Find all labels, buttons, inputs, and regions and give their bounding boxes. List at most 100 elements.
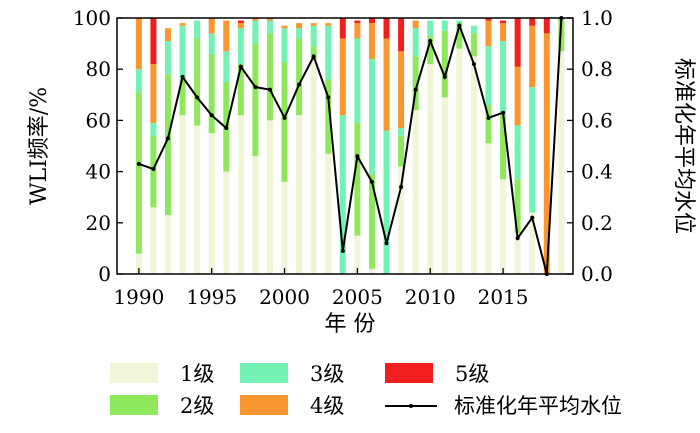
legend-label-level-1: 1级 bbox=[180, 362, 214, 386]
line-point-1991 bbox=[151, 167, 156, 172]
y-tick-label-40: 40 bbox=[86, 160, 111, 184]
line-layer bbox=[136, 16, 564, 276]
bar-2000-level-1 bbox=[281, 181, 288, 274]
line-point-2005 bbox=[355, 154, 360, 159]
line-point-1993 bbox=[180, 74, 185, 79]
bar-2003-level-2 bbox=[325, 79, 332, 154]
bar-2000-level-2 bbox=[281, 61, 288, 182]
line-point-1999 bbox=[267, 87, 272, 92]
bar-2019-level-1 bbox=[558, 51, 565, 274]
x-tick-label-2000: 2000 bbox=[259, 285, 310, 309]
bar-2017-level-4 bbox=[529, 25, 536, 88]
bar-2009-level-1 bbox=[412, 110, 419, 274]
line-point-2014 bbox=[486, 115, 491, 120]
bar-2006-level-1 bbox=[368, 268, 375, 274]
bar-1995-level-3 bbox=[208, 33, 215, 54]
bar-2007-level-4 bbox=[383, 38, 390, 131]
bar-2016-level-4 bbox=[514, 66, 521, 126]
bar-1991-level-5 bbox=[150, 18, 157, 65]
legend-swatch-level-5 bbox=[385, 363, 433, 383]
bar-1997-level-4 bbox=[237, 23, 244, 29]
bar-2002-level-2 bbox=[310, 46, 317, 59]
bar-2002-level-3 bbox=[310, 25, 317, 47]
line-point-2000 bbox=[282, 115, 287, 120]
line-point-2002 bbox=[311, 54, 316, 59]
plot-frame bbox=[116, 17, 574, 275]
line-point-2004 bbox=[340, 248, 345, 253]
bar-1996-level-1 bbox=[223, 171, 230, 274]
bar-1994-level-1 bbox=[194, 125, 201, 275]
bar-1997-level-3 bbox=[237, 28, 244, 65]
line-point-2012 bbox=[457, 23, 462, 28]
line-point-2003 bbox=[326, 95, 331, 100]
bar-1999-level-1 bbox=[266, 120, 273, 275]
bar-2004-level-4 bbox=[339, 38, 346, 116]
y-tick-label-80: 80 bbox=[86, 57, 111, 81]
bar-2013-level-2 bbox=[470, 33, 477, 57]
bar-2003-level-1 bbox=[325, 153, 332, 274]
bar-2018-level-5 bbox=[543, 18, 550, 34]
bar-1998-level-2 bbox=[252, 43, 259, 157]
y2-tick-label-0.2: 0.2 bbox=[581, 211, 613, 235]
bar-2014-level-3 bbox=[485, 46, 492, 106]
line-point-1994 bbox=[195, 95, 200, 100]
x-axis-label: 年 份 bbox=[325, 312, 376, 337]
line-point-2001 bbox=[297, 82, 302, 87]
line-point-1995 bbox=[209, 113, 214, 118]
bar-1991-level-4 bbox=[150, 64, 157, 123]
bar-2014-level-1 bbox=[485, 143, 492, 274]
bar-2008-level-3 bbox=[398, 128, 405, 136]
bar-2006-level-3 bbox=[368, 58, 375, 175]
tick-layer: 1990 1995 2000 2005 2010 2015 0 20 40 60 80 100 0.0 0… bbox=[73, 6, 613, 309]
line-point-2016 bbox=[515, 236, 520, 241]
y2-tick-label-0.0: 0.0 bbox=[581, 262, 613, 286]
bar-2011-level-1 bbox=[441, 97, 448, 274]
bar-1991-level-3 bbox=[150, 122, 157, 136]
bar-2014-level-5 bbox=[485, 18, 492, 21]
x-tick-label-2005: 2005 bbox=[332, 285, 383, 309]
line-point-1997 bbox=[238, 64, 243, 69]
line-point-1998 bbox=[253, 85, 258, 90]
bar-2000-level-4 bbox=[281, 25, 288, 29]
bar-1997-level-2 bbox=[237, 64, 244, 116]
bar-2018-level-4 bbox=[543, 33, 550, 274]
bar-2015-level-2 bbox=[500, 115, 507, 180]
bar-1990-level-2 bbox=[135, 92, 142, 254]
y-tick-label-60: 60 bbox=[86, 108, 111, 132]
bar-2008-level-2 bbox=[398, 135, 405, 167]
legend-label-level-2: 2级 bbox=[180, 394, 214, 418]
bar-2015-level-3 bbox=[500, 41, 507, 116]
bar-1990-level-1 bbox=[135, 253, 142, 274]
legend-label-level-4: 4级 bbox=[310, 394, 344, 418]
y-tick-label-100: 100 bbox=[73, 6, 111, 30]
bar-2005-level-4 bbox=[354, 23, 361, 39]
bar-1999-level-4 bbox=[266, 18, 273, 21]
bar-2012-level-2 bbox=[456, 23, 463, 49]
bar-2010-level-3 bbox=[427, 20, 434, 36]
y-tick-label-0: 0 bbox=[98, 262, 111, 286]
legend-swatch-level-2 bbox=[110, 395, 158, 415]
legend-label-level-5: 5级 bbox=[455, 362, 489, 386]
bar-1998-level-3 bbox=[252, 20, 259, 44]
bar-1994-level-2 bbox=[194, 38, 201, 126]
y2-tick-label-0.6: 0.6 bbox=[581, 108, 613, 132]
bar-2012-level-3 bbox=[456, 20, 463, 24]
bar-2001-level-2 bbox=[296, 38, 303, 116]
bar-1996-level-4 bbox=[223, 20, 230, 52]
bar-1993-level-3 bbox=[179, 25, 186, 80]
bar-2005-level-1 bbox=[354, 235, 361, 274]
bar-2004-level-3 bbox=[339, 115, 346, 274]
legend-label-water-level: 标准化年平均水位 bbox=[454, 394, 622, 418]
bar-2008-level-5 bbox=[398, 18, 405, 52]
bar-1994-level-3 bbox=[194, 20, 201, 39]
legend-swatch-level-1 bbox=[110, 363, 158, 383]
line-point-2013 bbox=[471, 62, 476, 67]
bar-1997-level-5 bbox=[237, 20, 244, 24]
bar-1999-level-3 bbox=[266, 20, 273, 34]
bar-1998-level-1 bbox=[252, 156, 259, 274]
bar-2009-level-3 bbox=[412, 28, 419, 57]
bar-1995-level-2 bbox=[208, 53, 215, 134]
bar-1996-level-3 bbox=[223, 51, 230, 82]
bar-1995-level-1 bbox=[208, 133, 215, 274]
bar-1991-level-2 bbox=[150, 135, 157, 208]
